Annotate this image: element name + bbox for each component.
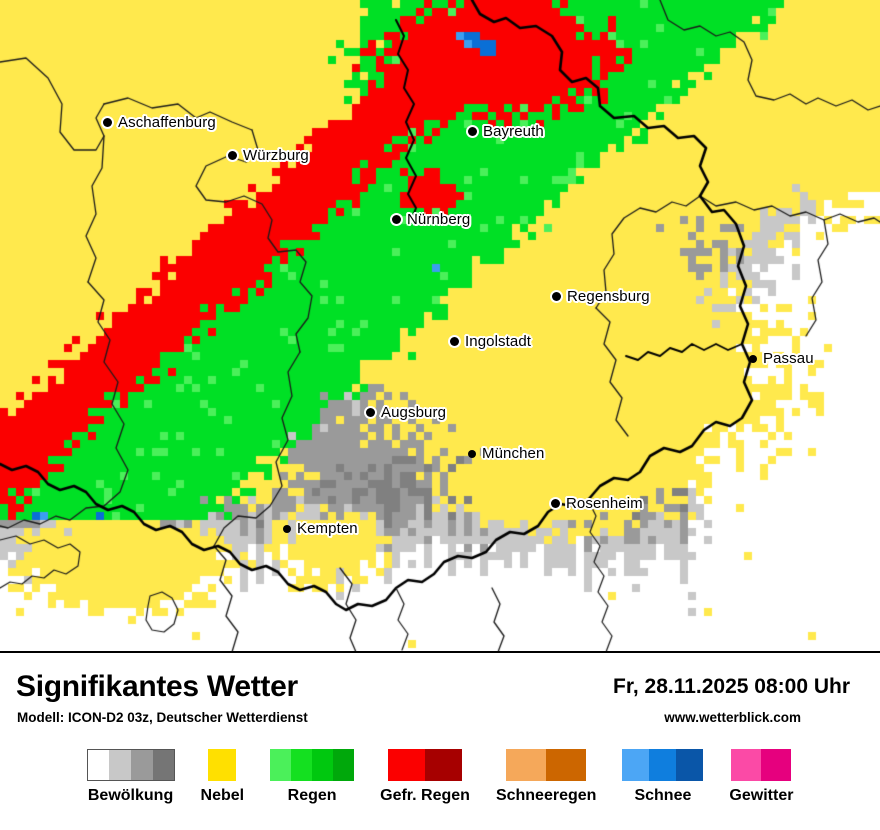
legend-fog: Nebel — [200, 749, 245, 805]
city-dot-icon — [551, 499, 560, 508]
legend-cloud: Bewölkung — [86, 749, 175, 805]
city-marker-passau[interactable]: Passau — [749, 350, 814, 367]
city-dot-icon — [392, 215, 401, 224]
legend: Bewölkung Nebel Regen Gefr. Regen Schneerege… — [0, 749, 880, 805]
city-label: Bayreuth — [483, 123, 544, 140]
city-marker-augsburg[interactable]: Augsburg — [366, 404, 446, 421]
legend-snow-label: Schnee — [634, 787, 692, 804]
legend-rain-swatch-band — [312, 749, 334, 781]
city-label: Aschaffenburg — [118, 114, 216, 131]
city-marker-regensburg[interactable]: Regensburg — [552, 288, 650, 305]
legend-sleet-swatch — [506, 749, 587, 781]
city-label: Kempten — [297, 520, 358, 537]
legend-fog-swatch-band — [208, 749, 237, 781]
legend-cloud-label: Bewölkung — [87, 787, 174, 804]
city-marker-nrnberg[interactable]: Nürnberg — [392, 211, 470, 228]
city-marker-bayreuth[interactable]: Bayreuth — [468, 123, 544, 140]
legend-freezing-rain-swatch-band — [388, 749, 426, 781]
legend-snow-swatch — [622, 749, 704, 781]
forecast-datetime: Fr, 28.11.2025 08:00 Uhr — [613, 675, 850, 698]
city-label: Augsburg — [381, 404, 447, 421]
legend-rain-label: Regen — [287, 787, 337, 804]
legend-thunder-swatch-band — [761, 749, 792, 781]
legend-cloud-swatch-band — [130, 749, 153, 781]
city-label: Regensburg — [567, 288, 650, 305]
city-marker-ingolstadt[interactable]: Ingolstadt — [450, 333, 531, 350]
legend-sleet-swatch-band — [546, 749, 587, 781]
legend-snow-swatch-band — [676, 749, 704, 781]
legend-cloud-swatch — [86, 749, 175, 781]
legend-thunder: Gewitter — [729, 749, 793, 805]
model-subtitle: Modell: ICON-D2 03z, Deutscher Wetterdie… — [17, 710, 308, 725]
legend-fog-swatch — [208, 749, 237, 781]
city-dot-icon — [103, 118, 112, 127]
legend-snow-swatch-band — [649, 749, 677, 781]
city-marker-mnchen[interactable]: München — [468, 445, 544, 462]
city-dot-icon — [366, 408, 375, 417]
city-marker-kempten[interactable]: Kempten — [283, 520, 358, 537]
city-dot-icon — [749, 354, 757, 363]
city-marker-wrzburg[interactable]: Würzburg — [228, 147, 309, 164]
legend-sleet-label: Schneeregen — [495, 787, 597, 804]
legend-rain-swatch — [270, 749, 355, 781]
city-label: Nürnberg — [407, 211, 471, 228]
footer-panel: Signifikantes Wetter Modell: ICON-D2 03z… — [0, 653, 880, 830]
legend-fog-label: Nebel — [200, 787, 245, 804]
legend-cloud-swatch-band — [152, 749, 175, 781]
city-dot-icon — [283, 524, 291, 533]
city-dot-icon — [552, 292, 561, 301]
legend-rain-swatch-band — [333, 749, 355, 781]
legend-thunder-swatch-band — [731, 749, 762, 781]
legend-cloud-swatch-band — [108, 749, 131, 781]
map-bottom-divider — [0, 651, 880, 653]
legend-cloud-swatch-band — [86, 749, 109, 781]
city-dot-icon — [450, 337, 459, 346]
legend-snow: Schnee — [622, 749, 704, 805]
legend-thunder-label: Gewitter — [729, 787, 794, 804]
legend-thunder-swatch — [731, 749, 792, 781]
legend-freezing-rain-swatch-band — [425, 749, 463, 781]
legend-rain-swatch-band — [270, 749, 292, 781]
legend-rain-swatch-band — [291, 749, 313, 781]
city-dot-icon — [228, 151, 237, 160]
legend-snow-swatch-band — [622, 749, 650, 781]
city-marker-aschaffenburg[interactable]: Aschaffenburg — [103, 114, 216, 131]
city-label: München — [482, 445, 545, 462]
legend-rain: Regen — [270, 749, 355, 805]
legend-freezing-rain-label: Gefr. Regen — [380, 787, 470, 804]
city-dot-icon — [468, 127, 477, 136]
city-label: Ingolstadt — [465, 333, 532, 350]
legend-sleet: Schneeregen — [496, 749, 596, 805]
site-url: www.wetterblick.com — [664, 710, 801, 725]
city-label: Rosenheim — [566, 495, 643, 512]
city-dot-icon — [468, 449, 476, 458]
city-marker-rosenheim[interactable]: Rosenheim — [551, 495, 643, 512]
city-label: Würzburg — [243, 147, 309, 164]
map-panel[interactable]: Aschaffenburg Würzburg Bayreuth Nürnberg Reg… — [0, 0, 880, 653]
legend-sleet-swatch-band — [506, 749, 547, 781]
legend-freezing-rain: Gefr. Regen — [380, 749, 470, 805]
significant-weather-map[interactable] — [0, 0, 880, 653]
city-label: Passau — [763, 350, 814, 367]
page-title: Signifikantes Wetter — [16, 670, 298, 703]
legend-freezing-rain-swatch — [388, 749, 463, 781]
